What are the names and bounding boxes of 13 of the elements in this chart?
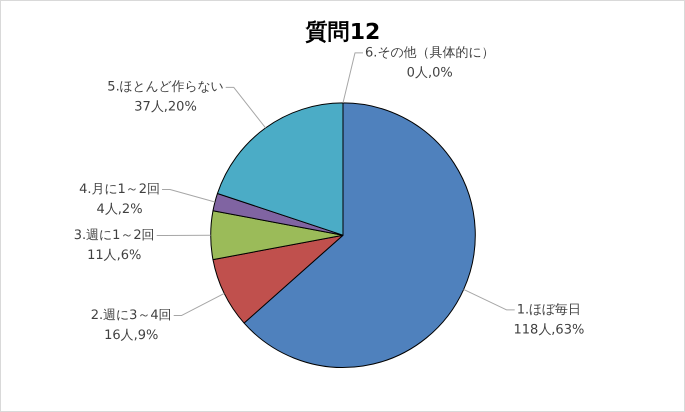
data-label: 16人,9% xyxy=(104,328,158,343)
slice-label: 2.週に3～4回 xyxy=(90,308,172,323)
chart-title: 質問12 xyxy=(304,18,380,45)
slice-label: 5.ほとんど作らない xyxy=(107,80,224,95)
text: 0人,0% xyxy=(406,65,453,80)
data-label: 37人,20% xyxy=(134,100,197,115)
category-label: 6.その他（具体的に） xyxy=(365,45,494,60)
data-label: 4人,2% xyxy=(96,202,143,217)
slice-label: 1.ほぼ毎日 xyxy=(516,302,582,318)
data-label: 11人,6% xyxy=(87,248,142,263)
slice-label: 3.週に1～2回 xyxy=(74,228,155,243)
data-label: 118人,63% xyxy=(513,322,584,338)
slice-label: 4.月に1～2回 xyxy=(79,182,160,197)
